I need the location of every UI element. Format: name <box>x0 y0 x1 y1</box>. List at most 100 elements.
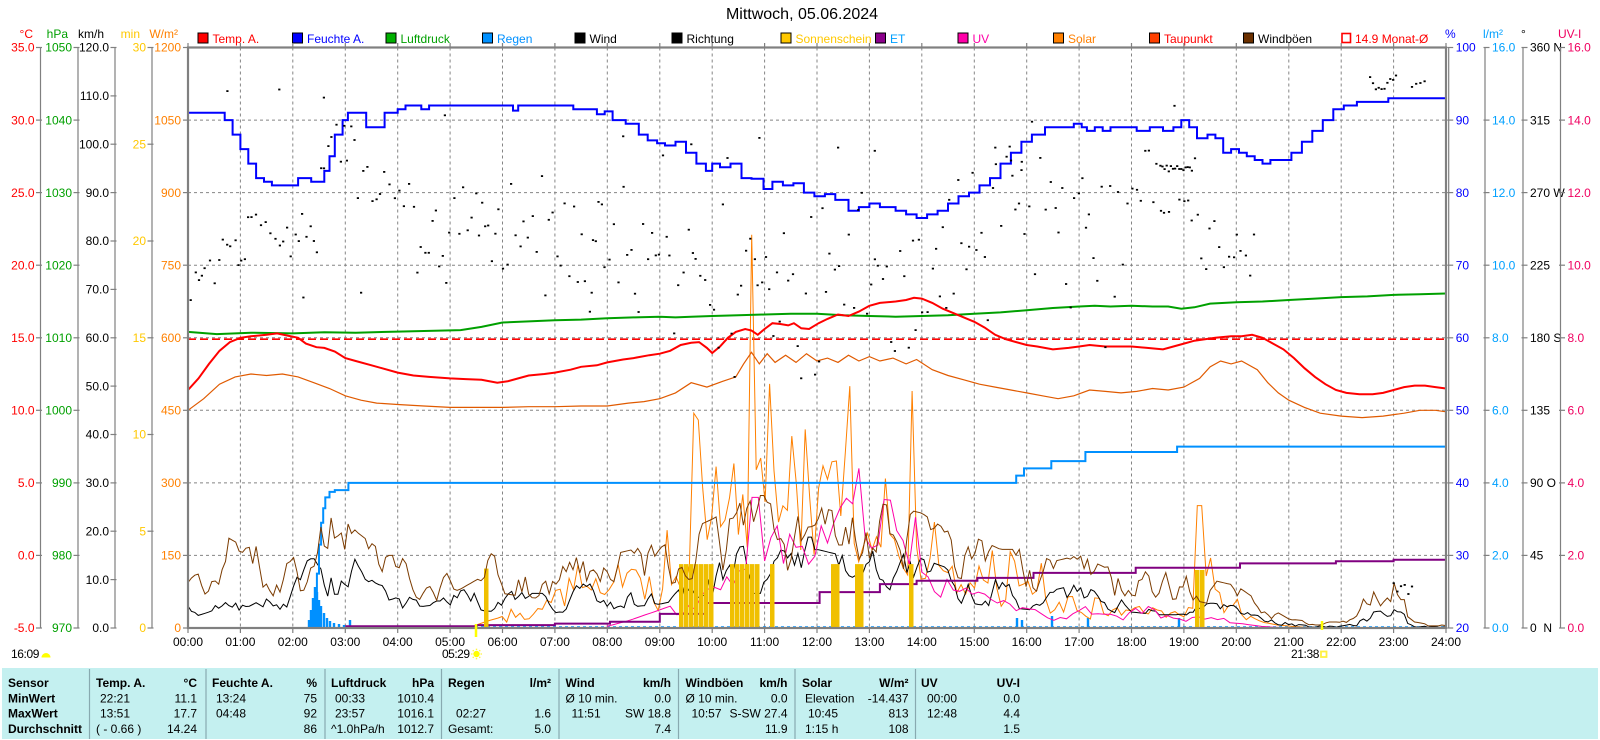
svg-text:1000: 1000 <box>45 404 72 418</box>
svg-text:8.0: 8.0 <box>1568 331 1585 345</box>
svg-text:25: 25 <box>133 137 147 151</box>
svg-text:750: 750 <box>161 258 181 272</box>
svg-text:11.9: 11.9 <box>765 722 788 736</box>
svg-text:05:00: 05:00 <box>435 635 465 649</box>
svg-text:1.5: 1.5 <box>1003 722 1020 736</box>
svg-text:2.0: 2.0 <box>1568 549 1585 563</box>
svg-text:8.0: 8.0 <box>1492 331 1509 345</box>
svg-text:270 W: 270 W <box>1530 186 1565 200</box>
svg-text:1030: 1030 <box>45 186 72 200</box>
svg-text:15.0: 15.0 <box>11 331 35 345</box>
svg-text:l/m²: l/m² <box>530 676 551 690</box>
svg-text:13:00: 13:00 <box>854 635 884 649</box>
svg-text:S-SW 27.4: S-SW 27.4 <box>729 707 787 721</box>
svg-text:5.0: 5.0 <box>534 722 551 736</box>
svg-text:-5.0: -5.0 <box>14 621 35 635</box>
svg-text:Luftdruck: Luftdruck <box>331 676 387 690</box>
svg-text:21:00: 21:00 <box>1274 635 1304 649</box>
svg-text:1200: 1200 <box>154 41 181 55</box>
svg-text:1050: 1050 <box>45 41 72 55</box>
svg-text:11:00: 11:00 <box>750 635 779 649</box>
svg-text:Richtung: Richtung <box>687 32 734 46</box>
svg-text:35.0: 35.0 <box>11 41 35 55</box>
svg-text:04:00: 04:00 <box>383 635 413 649</box>
svg-text:13:24: 13:24 <box>216 692 246 706</box>
svg-text:km/h: km/h <box>759 676 787 690</box>
svg-text:16.0: 16.0 <box>1568 41 1592 55</box>
svg-text:00:33: 00:33 <box>335 692 365 706</box>
svg-text:813: 813 <box>888 707 908 721</box>
svg-text:UV-I: UV-I <box>997 676 1020 690</box>
svg-text:0: 0 <box>139 621 146 635</box>
svg-text:80: 80 <box>1456 186 1470 200</box>
svg-text:Elevation: Elevation <box>805 692 854 706</box>
svg-text:92: 92 <box>304 707 318 721</box>
svg-text:30: 30 <box>133 41 147 55</box>
svg-text:SW 18.8: SW 18.8 <box>625 707 671 721</box>
svg-text:10:45: 10:45 <box>808 707 838 721</box>
svg-text:0: 0 <box>174 621 181 635</box>
svg-text:Gesamt:: Gesamt: <box>448 722 493 736</box>
svg-text:970: 970 <box>52 621 72 635</box>
svg-text:360 N: 360 N <box>1530 41 1562 55</box>
svg-text:90 O: 90 O <box>1530 476 1556 490</box>
svg-text:°C: °C <box>184 676 198 690</box>
svg-text:^1.0hPa/h: ^1.0hPa/h <box>331 722 385 736</box>
svg-text:90: 90 <box>1456 113 1470 127</box>
svg-text:1012.7: 1012.7 <box>397 722 434 736</box>
svg-text:2.0: 2.0 <box>1492 549 1509 563</box>
svg-text:20: 20 <box>1456 621 1470 635</box>
svg-text:1020: 1020 <box>45 258 72 272</box>
svg-text:22:21: 22:21 <box>100 692 130 706</box>
svg-text:Windböen: Windböen <box>686 676 744 690</box>
svg-text:50: 50 <box>1456 404 1470 418</box>
svg-text:12:00: 12:00 <box>802 635 832 649</box>
svg-text:-14.437: -14.437 <box>868 692 909 706</box>
svg-text:%: % <box>1445 27 1456 41</box>
svg-text:25.0: 25.0 <box>11 186 35 200</box>
svg-text:14.24: 14.24 <box>167 722 197 736</box>
svg-text:0.0: 0.0 <box>1492 621 1509 635</box>
svg-text:km/h: km/h <box>643 676 671 690</box>
svg-text:450: 450 <box>161 404 181 418</box>
svg-text:14:00: 14:00 <box>907 635 937 649</box>
svg-text:22:00: 22:00 <box>1326 635 1356 649</box>
svg-text:1040: 1040 <box>45 113 72 127</box>
svg-text:24:00: 24:00 <box>1431 635 1461 649</box>
svg-text:300: 300 <box>161 476 181 490</box>
svg-text:Sensor: Sensor <box>8 676 49 690</box>
svg-text:30.0: 30.0 <box>86 476 110 490</box>
svg-text:108: 108 <box>888 722 908 736</box>
svg-text:14.9 Monat-Ø: 14.9 Monat-Ø <box>1355 32 1428 46</box>
svg-text:04:48: 04:48 <box>216 707 246 721</box>
svg-text:16:09: 16:09 <box>11 647 40 661</box>
svg-text:Ø 10 min.: Ø 10 min. <box>566 692 618 706</box>
svg-text:Luftdruck: Luftdruck <box>401 32 451 46</box>
svg-text:00:00: 00:00 <box>927 692 957 706</box>
svg-text:05:29: 05:29 <box>442 647 470 661</box>
svg-text:80.0: 80.0 <box>86 234 110 248</box>
svg-text:°C: °C <box>20 27 34 41</box>
svg-text:13:51: 13:51 <box>100 707 130 721</box>
svg-text:0.0: 0.0 <box>1003 692 1020 706</box>
svg-text:Regen: Regen <box>497 32 532 46</box>
svg-text:UV-I: UV-I <box>1558 27 1581 41</box>
svg-text:14.0: 14.0 <box>1568 113 1592 127</box>
svg-text:4.0: 4.0 <box>1492 476 1509 490</box>
svg-text:14.0: 14.0 <box>1492 113 1516 127</box>
svg-text:86: 86 <box>304 722 318 736</box>
svg-text:min: min <box>121 27 140 41</box>
svg-text:Feuchte A.: Feuchte A. <box>307 32 364 46</box>
svg-text:Ø 10 min.: Ø 10 min. <box>686 692 738 706</box>
svg-text:23:00: 23:00 <box>1379 635 1409 649</box>
svg-text:l/m²: l/m² <box>1483 27 1503 41</box>
svg-text:MaxWert: MaxWert <box>8 707 58 721</box>
svg-text:135: 135 <box>1530 404 1550 418</box>
svg-text:16:00: 16:00 <box>1012 635 1042 649</box>
svg-text:17.7: 17.7 <box>174 707 198 721</box>
svg-text:23:57: 23:57 <box>335 707 365 721</box>
svg-text:( - 0.66 ): ( - 0.66 ) <box>96 722 141 736</box>
svg-text:980: 980 <box>52 549 72 563</box>
svg-text:18:00: 18:00 <box>1116 635 1146 649</box>
svg-text:02:00: 02:00 <box>278 635 308 649</box>
